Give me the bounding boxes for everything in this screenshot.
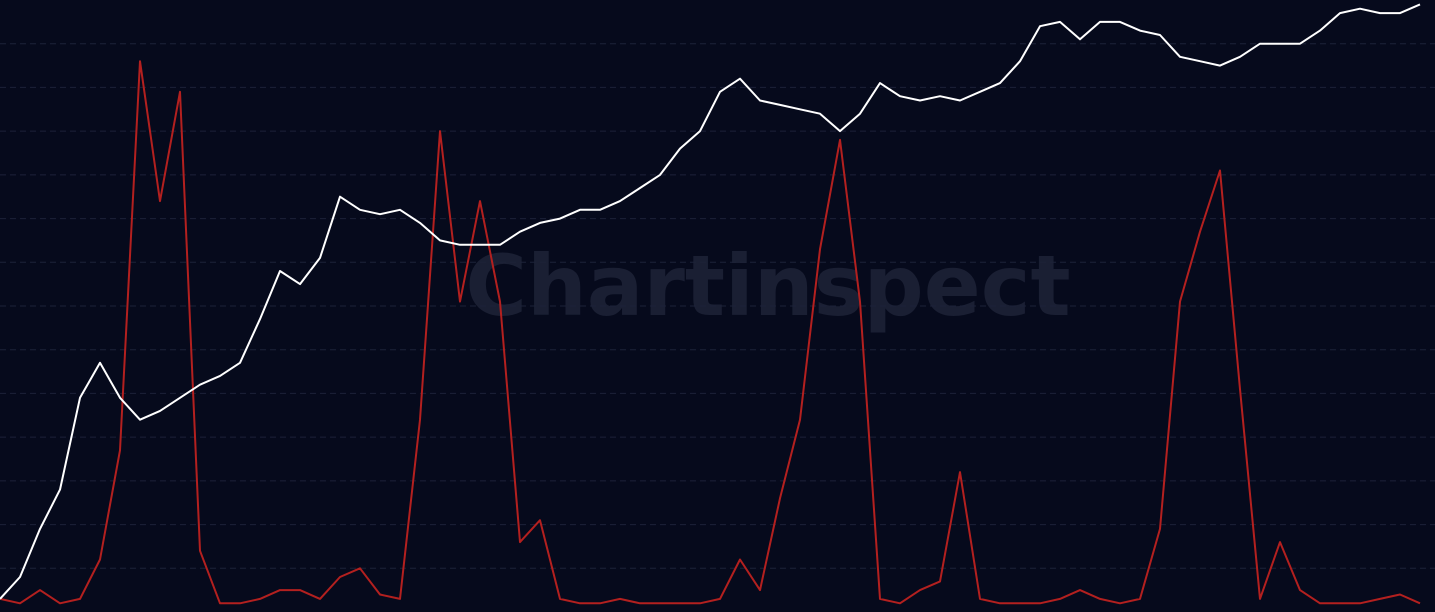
series-line — [0, 60, 1421, 605]
series-line — [0, 3, 1421, 600]
watermark: Chartinspect — [465, 237, 1070, 335]
